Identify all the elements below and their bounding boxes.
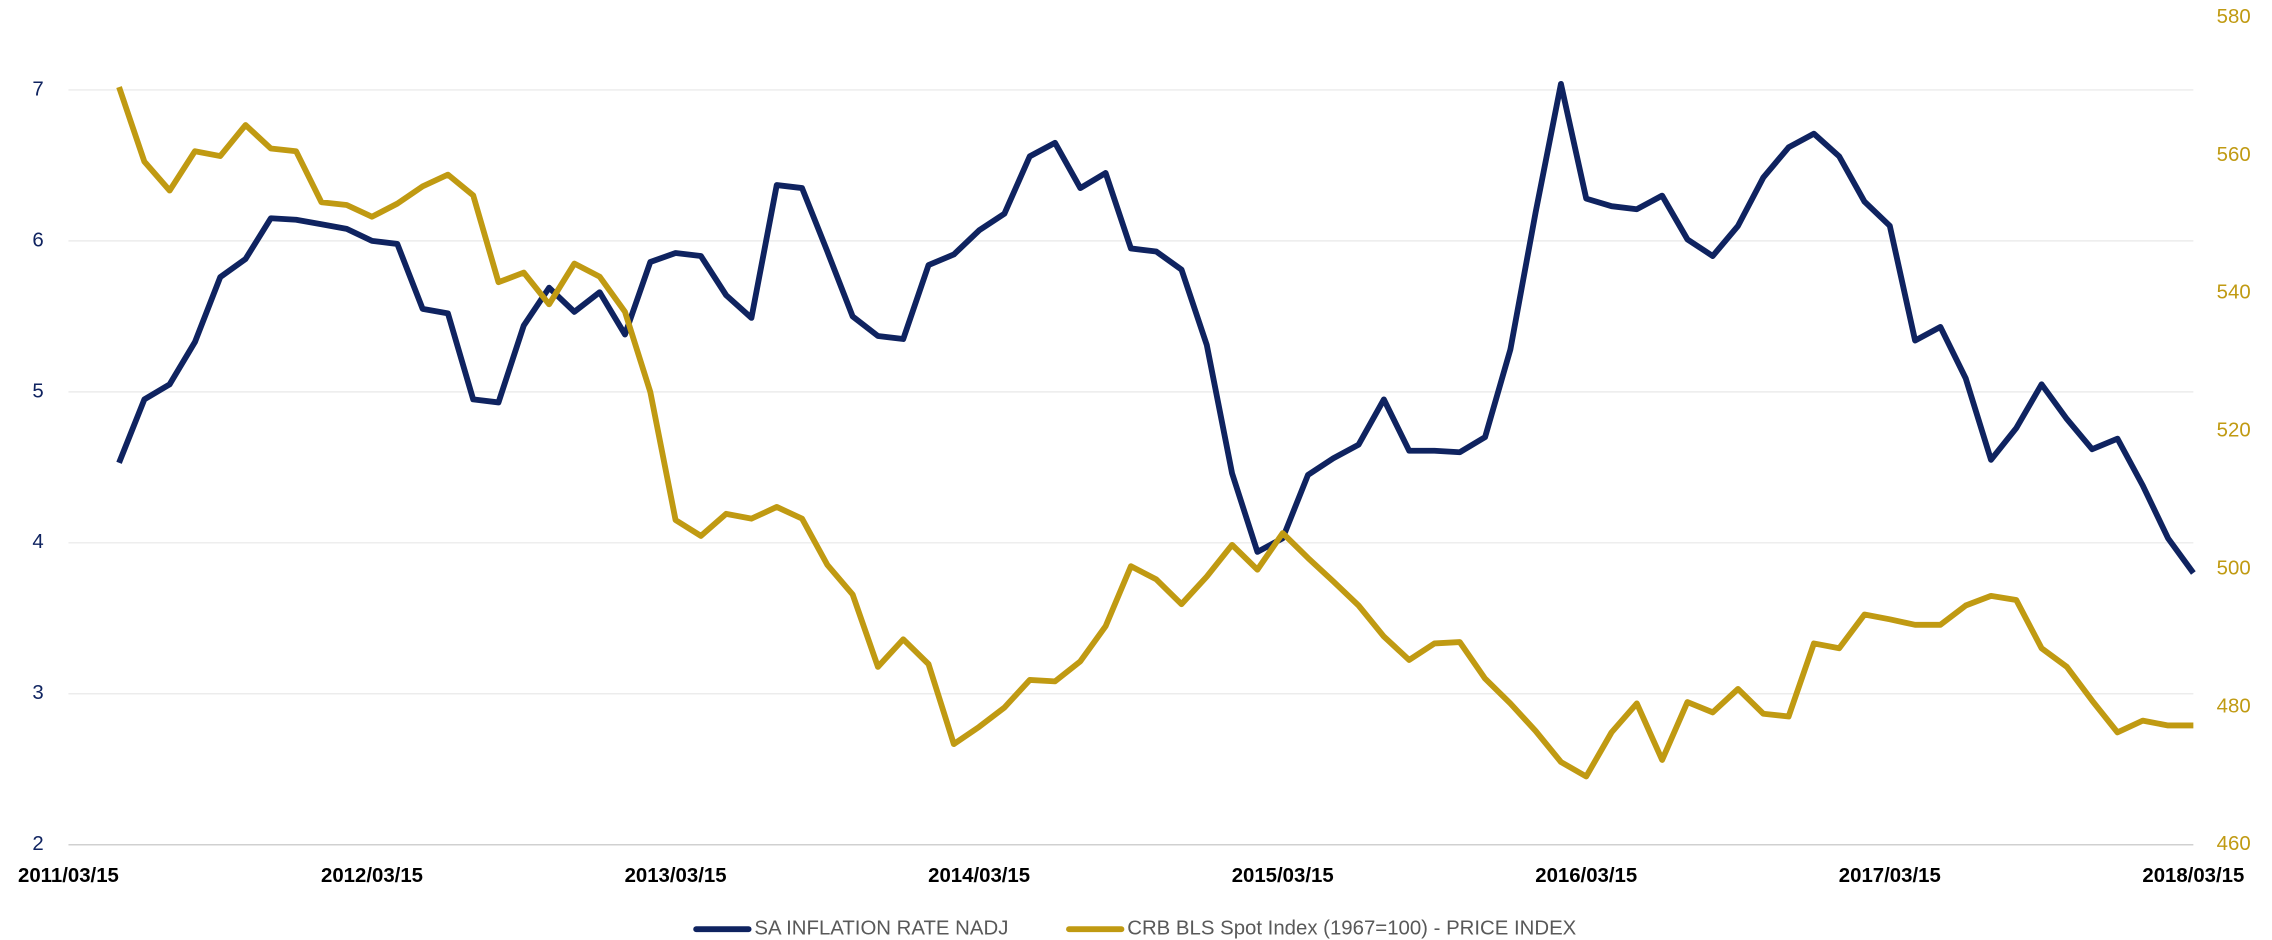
y2-tick-label: 580 xyxy=(2217,6,2251,28)
y-tick-label: 7 xyxy=(32,78,43,100)
y2-tick-label: 540 xyxy=(2217,282,2251,304)
y2-tick-label: 460 xyxy=(2217,833,2251,855)
x-tick-label: 2016/03/15 xyxy=(1535,865,1637,887)
x-tick-label: 2015/03/15 xyxy=(1232,865,1334,887)
legend-label: SA INFLATION RATE NADJ xyxy=(754,918,1008,940)
y2-tick-label: 560 xyxy=(2217,144,2251,166)
y-tick-label: 3 xyxy=(32,682,43,704)
y2-tick-label: 500 xyxy=(2217,557,2251,579)
y-tick-label: 2 xyxy=(32,833,43,855)
x-tick-label: 2013/03/15 xyxy=(625,865,727,887)
x-tick-label: 2014/03/15 xyxy=(928,865,1030,887)
y-tick-label: 5 xyxy=(32,380,43,402)
series-line xyxy=(116,86,2194,780)
y2-tick-label: 480 xyxy=(2217,695,2251,717)
y-tick-label: 6 xyxy=(32,229,43,251)
y-tick-label: 4 xyxy=(32,531,43,553)
x-tick-label: 2017/03/15 xyxy=(1839,865,1941,887)
legend-label: CRB BLS Spot Index (1967=100) - PRICE IN… xyxy=(1127,918,1576,940)
y2-tick-label: 520 xyxy=(2217,420,2251,442)
series-line xyxy=(116,81,2196,575)
x-tick-label: 2011/03/15 xyxy=(18,865,119,887)
x-tick-label: 2012/03/15 xyxy=(321,865,423,887)
x-tick-label: 2018/03/15 xyxy=(2142,865,2244,887)
